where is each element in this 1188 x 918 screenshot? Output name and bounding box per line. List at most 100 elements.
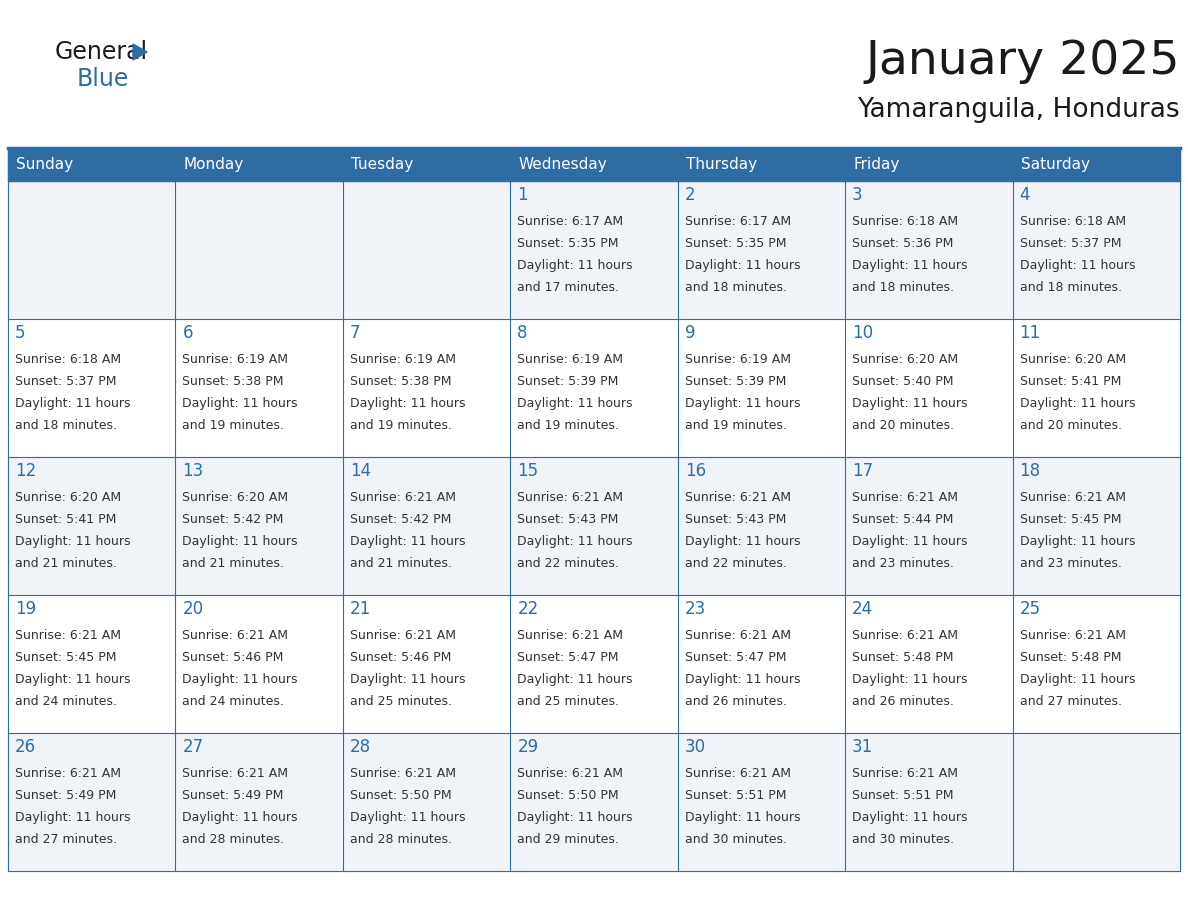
Text: and 20 minutes.: and 20 minutes. [1019,419,1121,432]
Text: Sunrise: 6:18 AM: Sunrise: 6:18 AM [852,215,959,228]
Text: 20: 20 [183,600,203,618]
Text: Daylight: 11 hours: Daylight: 11 hours [1019,535,1135,548]
Text: Daylight: 11 hours: Daylight: 11 hours [183,811,298,824]
Text: 16: 16 [684,462,706,480]
Text: Sunset: 5:46 PM: Sunset: 5:46 PM [349,651,451,664]
Text: and 22 minutes.: and 22 minutes. [517,557,619,570]
Text: Sunset: 5:38 PM: Sunset: 5:38 PM [349,375,451,388]
Text: 19: 19 [15,600,36,618]
Text: Sunset: 5:42 PM: Sunset: 5:42 PM [183,513,284,526]
Bar [8,595,1180,733]
Text: Sunrise: 6:20 AM: Sunrise: 6:20 AM [1019,353,1126,366]
Text: Daylight: 11 hours: Daylight: 11 hours [684,535,801,548]
Text: and 18 minutes.: and 18 minutes. [852,281,954,294]
Text: 14: 14 [349,462,371,480]
Text: Daylight: 11 hours: Daylight: 11 hours [183,673,298,686]
Text: Daylight: 11 hours: Daylight: 11 hours [852,259,968,272]
Bar [1012,148,1180,181]
Text: Yamaranguila, Honduras: Yamaranguila, Honduras [858,97,1180,123]
Text: Daylight: 11 hours: Daylight: 11 hours [684,397,801,410]
Text: 24: 24 [852,600,873,618]
Text: Sunset: 5:39 PM: Sunset: 5:39 PM [517,375,619,388]
Text: Sunset: 5:47 PM: Sunset: 5:47 PM [517,651,619,664]
Text: Daylight: 11 hours: Daylight: 11 hours [852,811,968,824]
Text: and 27 minutes.: and 27 minutes. [1019,695,1121,708]
Text: and 29 minutes.: and 29 minutes. [517,833,619,846]
Text: Sunset: 5:41 PM: Sunset: 5:41 PM [15,513,116,526]
Bar [343,148,511,181]
Text: Daylight: 11 hours: Daylight: 11 hours [684,673,801,686]
Text: Sunrise: 6:19 AM: Sunrise: 6:19 AM [684,353,791,366]
Text: Daylight: 11 hours: Daylight: 11 hours [852,535,968,548]
Text: Daylight: 11 hours: Daylight: 11 hours [517,811,633,824]
Text: 2: 2 [684,186,695,204]
Bar [677,148,845,181]
Text: Sunrise: 6:18 AM: Sunrise: 6:18 AM [15,353,121,366]
Text: Sunset: 5:42 PM: Sunset: 5:42 PM [349,513,451,526]
Text: Daylight: 11 hours: Daylight: 11 hours [852,397,968,410]
Text: Sunset: 5:36 PM: Sunset: 5:36 PM [852,237,954,250]
Text: 23: 23 [684,600,706,618]
Text: Sunrise: 6:21 AM: Sunrise: 6:21 AM [684,629,791,642]
Text: and 22 minutes.: and 22 minutes. [684,557,786,570]
Text: Daylight: 11 hours: Daylight: 11 hours [183,535,298,548]
Text: 18: 18 [1019,462,1041,480]
Text: Sunrise: 6:18 AM: Sunrise: 6:18 AM [1019,215,1126,228]
Text: Sunrise: 6:21 AM: Sunrise: 6:21 AM [1019,629,1125,642]
Text: Thursday: Thursday [685,157,757,172]
Text: Sunrise: 6:21 AM: Sunrise: 6:21 AM [517,767,624,780]
Polygon shape [133,44,147,60]
Text: Saturday: Saturday [1020,157,1089,172]
Bar [8,733,1180,871]
Text: Sunset: 5:40 PM: Sunset: 5:40 PM [852,375,954,388]
Text: Sunset: 5:38 PM: Sunset: 5:38 PM [183,375,284,388]
Text: Daylight: 11 hours: Daylight: 11 hours [852,673,968,686]
Text: and 30 minutes.: and 30 minutes. [852,833,954,846]
Bar [511,148,677,181]
Text: Daylight: 11 hours: Daylight: 11 hours [15,811,131,824]
Text: Sunrise: 6:21 AM: Sunrise: 6:21 AM [684,491,791,504]
Text: Daylight: 11 hours: Daylight: 11 hours [517,259,633,272]
Text: Sunset: 5:41 PM: Sunset: 5:41 PM [1019,375,1121,388]
Text: and 19 minutes.: and 19 minutes. [684,419,786,432]
Text: Sunrise: 6:19 AM: Sunrise: 6:19 AM [183,353,289,366]
Text: Sunrise: 6:20 AM: Sunrise: 6:20 AM [852,353,959,366]
Text: Sunrise: 6:21 AM: Sunrise: 6:21 AM [517,629,624,642]
Text: 3: 3 [852,186,862,204]
Text: 7: 7 [349,324,360,342]
Text: and 24 minutes.: and 24 minutes. [15,695,116,708]
Text: Sunset: 5:43 PM: Sunset: 5:43 PM [517,513,619,526]
Text: Sunrise: 6:21 AM: Sunrise: 6:21 AM [15,629,121,642]
Text: Sunrise: 6:21 AM: Sunrise: 6:21 AM [349,767,456,780]
Text: Daylight: 11 hours: Daylight: 11 hours [183,397,298,410]
Text: Sunset: 5:49 PM: Sunset: 5:49 PM [15,789,116,802]
Text: Sunrise: 6:17 AM: Sunrise: 6:17 AM [684,215,791,228]
Text: and 27 minutes.: and 27 minutes. [15,833,116,846]
Text: January 2025: January 2025 [866,39,1180,84]
Text: Sunrise: 6:21 AM: Sunrise: 6:21 AM [852,629,959,642]
Text: 31: 31 [852,738,873,756]
Text: Daylight: 11 hours: Daylight: 11 hours [1019,397,1135,410]
Text: and 23 minutes.: and 23 minutes. [852,557,954,570]
Text: Sunrise: 6:21 AM: Sunrise: 6:21 AM [183,767,289,780]
Text: Daylight: 11 hours: Daylight: 11 hours [349,535,466,548]
Text: Sunrise: 6:19 AM: Sunrise: 6:19 AM [517,353,624,366]
Text: and 18 minutes.: and 18 minutes. [684,281,786,294]
Text: and 24 minutes.: and 24 minutes. [183,695,284,708]
Text: and 18 minutes.: and 18 minutes. [1019,281,1121,294]
Text: 6: 6 [183,324,192,342]
Bar [8,457,1180,595]
Text: Sunset: 5:47 PM: Sunset: 5:47 PM [684,651,786,664]
Text: 17: 17 [852,462,873,480]
Text: Daylight: 11 hours: Daylight: 11 hours [15,397,131,410]
Text: Wednesday: Wednesday [518,157,607,172]
Text: Sunrise: 6:17 AM: Sunrise: 6:17 AM [517,215,624,228]
Text: Daylight: 11 hours: Daylight: 11 hours [15,673,131,686]
Text: Sunset: 5:37 PM: Sunset: 5:37 PM [1019,237,1121,250]
Bar [176,148,343,181]
Text: and 26 minutes.: and 26 minutes. [684,695,786,708]
Text: Daylight: 11 hours: Daylight: 11 hours [517,673,633,686]
Text: Sunrise: 6:21 AM: Sunrise: 6:21 AM [183,629,289,642]
Text: Sunrise: 6:21 AM: Sunrise: 6:21 AM [852,767,959,780]
Text: 13: 13 [183,462,203,480]
